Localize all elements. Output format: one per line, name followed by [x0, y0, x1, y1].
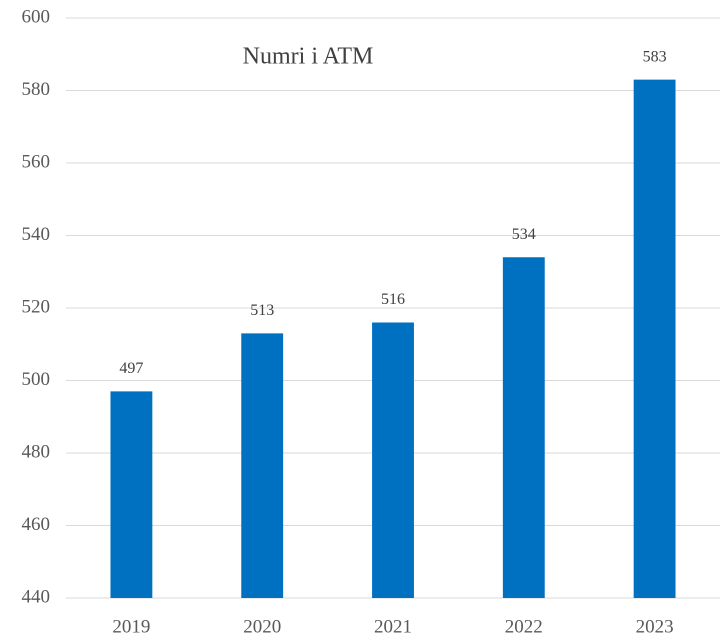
data-label: 497 [119, 360, 143, 377]
y-tick-label: 440 [22, 586, 51, 607]
bar [110, 391, 153, 598]
y-tick-label: 460 [22, 514, 51, 535]
x-tick-label: 2019 [112, 616, 150, 636]
data-label: 513 [250, 302, 274, 319]
x-tick-label: 2021 [374, 616, 412, 636]
y-tick-label: 500 [22, 369, 51, 390]
bar [241, 333, 284, 598]
y-tick-label: 540 [22, 224, 51, 245]
bar [502, 257, 545, 598]
data-label: 516 [381, 291, 405, 308]
x-tick-label: 2023 [636, 616, 674, 636]
y-tick-label: 600 [22, 6, 51, 27]
x-tick-label: 2022 [505, 616, 543, 636]
y-tick-label: 520 [22, 296, 51, 317]
bar [372, 322, 414, 598]
y-tick-label: 560 [22, 151, 51, 172]
chart-title: Numri i ATM [243, 44, 374, 70]
x-tick-label: 2020 [243, 616, 281, 636]
bar [633, 79, 676, 598]
data-label: 534 [512, 226, 536, 243]
y-tick-label: 580 [22, 79, 51, 100]
y-tick-label: 480 [22, 441, 51, 462]
data-label: 583 [643, 48, 667, 65]
